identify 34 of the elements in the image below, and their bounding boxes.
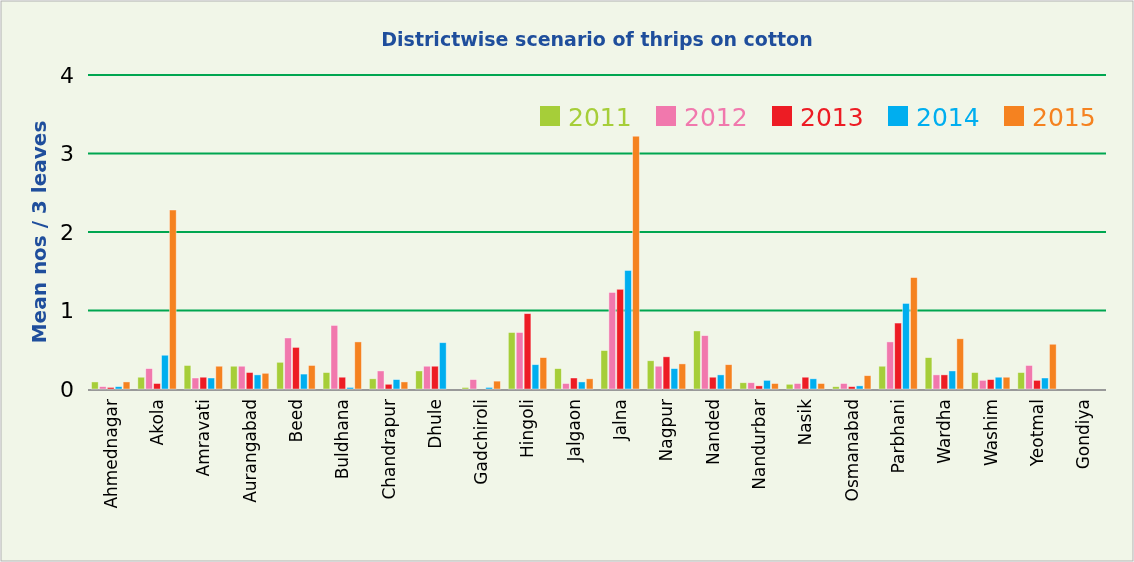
legend-label: 2012 bbox=[684, 102, 748, 132]
x-tick-label: Beed bbox=[285, 399, 306, 443]
legend-label: 2013 bbox=[800, 102, 864, 132]
x-tick-label: Akola bbox=[146, 399, 167, 446]
x-tick-label: Nanded bbox=[702, 399, 723, 465]
y-tick-label: 4 bbox=[60, 62, 74, 88]
y-tick-label: 2 bbox=[60, 219, 74, 245]
x-tick-label: Osmanabad bbox=[841, 399, 862, 502]
x-tick-label: Wardha bbox=[934, 399, 955, 464]
x-tick-label: Nagpur bbox=[656, 398, 677, 462]
x-tick-label: Nasik bbox=[795, 398, 816, 446]
x-tick-label: Jalgaon bbox=[563, 399, 584, 463]
x-tick-label: Ahmednagar bbox=[100, 399, 121, 509]
x-tick-label: Dhule bbox=[424, 399, 445, 449]
x-tick-label: Aurangabad bbox=[239, 399, 260, 503]
x-tick-label: Buldhana bbox=[332, 399, 353, 480]
x-tick-label: Nandurbar bbox=[749, 399, 770, 490]
legend-label: 2015 bbox=[1032, 102, 1096, 132]
y-tick-label: 1 bbox=[60, 298, 74, 324]
x-tick-label: Amravati bbox=[193, 399, 214, 477]
x-tick-label: Gondiya bbox=[1073, 399, 1094, 470]
legend-label: 2014 bbox=[916, 102, 980, 132]
legend-label: 2011 bbox=[568, 102, 632, 132]
x-tick-label: Yeotmal bbox=[1026, 399, 1047, 468]
y-axis-title: Mean nos / 3 leaves bbox=[27, 120, 51, 344]
y-tick-label: 0 bbox=[60, 376, 74, 402]
chart-title: Districtwise scenario of thrips on cotton bbox=[381, 28, 813, 50]
x-tick-label: Parbhani bbox=[888, 399, 908, 474]
x-tick-label: Jalna bbox=[610, 399, 631, 442]
x-tick-label: Chandrapur bbox=[378, 398, 399, 500]
y-tick-label: 3 bbox=[60, 141, 74, 167]
x-tick-label: Hingoli bbox=[517, 399, 538, 458]
x-tick-label: Gadchiroli bbox=[471, 399, 492, 485]
x-tick-label: Washim bbox=[980, 399, 1001, 467]
